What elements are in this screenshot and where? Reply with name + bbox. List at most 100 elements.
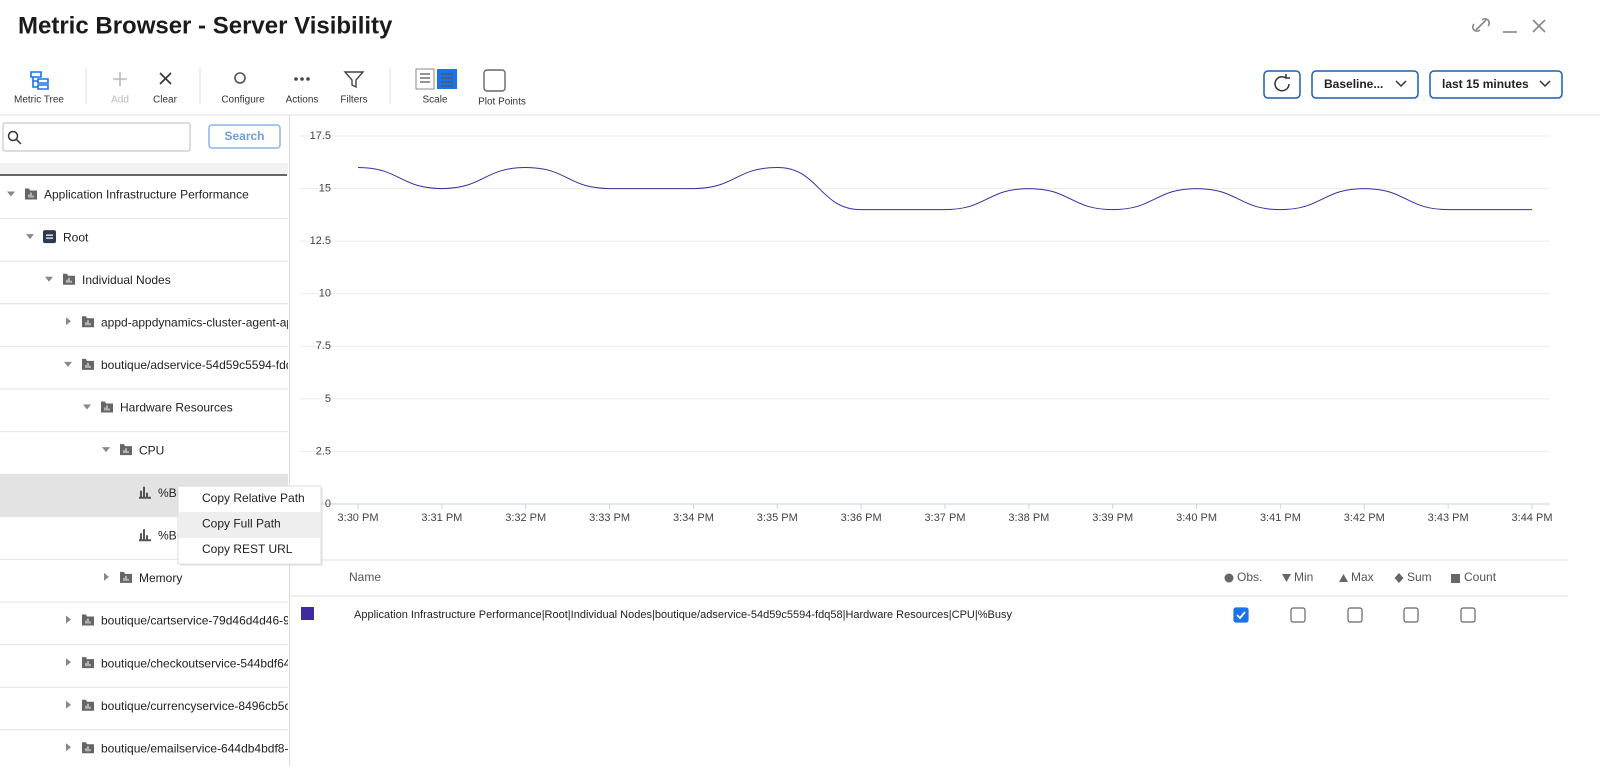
metric-icon <box>139 486 151 499</box>
checkbox[interactable] <box>1460 607 1476 623</box>
toolbar-label[interactable]: Scale <box>422 95 447 106</box>
menu-item[interactable]: Copy REST URL <box>202 542 293 556</box>
refresh-button[interactable] <box>1263 70 1301 99</box>
expand-arrow[interactable] <box>66 700 71 709</box>
tree-rows: Application Infrastructure Performance Ro… <box>0 188 300 755</box>
menu-item[interactable]: Copy Full Path <box>202 517 281 531</box>
menu-item[interactable]: Copy Relative Path <box>202 491 305 505</box>
tree-node-label[interactable]: boutique/checkoutservice-544bdf649 <box>101 656 297 670</box>
window-title: Metric Browser - Server Visibility <box>18 12 393 39</box>
root-icon <box>43 230 56 244</box>
folder-bars <box>123 575 129 581</box>
plot-points-icon[interactable] <box>483 69 506 92</box>
toolbar-label[interactable]: Actions <box>286 95 319 106</box>
context-menu: Copy Relative Path Copy Full Path Copy RES… <box>177 485 323 566</box>
expand-arrow[interactable] <box>26 234 34 240</box>
x-tick-label: 3:34 PM <box>673 512 714 524</box>
tree-node-label[interactable]: Hardware Resources <box>120 401 233 415</box>
clear-icon[interactable] <box>159 72 172 85</box>
folder-bars <box>85 362 91 368</box>
actions-icon[interactable] <box>294 77 310 81</box>
folder-bars <box>85 618 91 624</box>
x-tick-label: 3:41 PM <box>1260 512 1301 524</box>
search-input[interactable] <box>2 122 191 152</box>
checkbox[interactable] <box>1290 607 1306 623</box>
expand-arrow[interactable] <box>66 743 71 752</box>
y-tick-label: 5 <box>325 393 331 405</box>
sum-symbol <box>1394 573 1404 583</box>
close-icon[interactable] <box>1532 19 1546 33</box>
search-icon <box>15 138 22 145</box>
tree-node-label[interactable]: Root <box>63 230 89 244</box>
refresh-icon <box>1274 74 1290 92</box>
metric-tree-icon[interactable] <box>30 71 49 90</box>
x-tick-label: 3:42 PM <box>1344 512 1385 524</box>
table-header: Name <box>349 570 381 584</box>
tree-node-label[interactable]: boutique/cartservice-79d46d4d46-9b <box>101 614 297 628</box>
add-icon[interactable] <box>113 72 127 86</box>
series-line <box>357 167 1532 211</box>
search-icon <box>7 130 19 142</box>
toolbar-label[interactable]: Plot Points <box>478 97 526 108</box>
tree-node-label[interactable]: Application Infrastructure Performance <box>44 188 249 202</box>
tree-node-label[interactable]: boutique/emailservice-644db4bdf8-lc <box>101 741 297 755</box>
line-chart: 0 2.5 5 7.5 10 12.5 15 17.5 3:30 PM 3:31 PM 3:32 P… <box>300 130 1552 524</box>
metric-icon <box>139 529 151 542</box>
baseline-dropdown[interactable] <box>1311 70 1419 99</box>
filters-icon[interactable] <box>343 71 365 89</box>
expand-arrow[interactable] <box>64 361 72 367</box>
expand-arrow[interactable] <box>66 658 71 667</box>
chevron <box>1539 80 1551 88</box>
x-tick-label: 3:30 PM <box>338 512 379 524</box>
checkmark <box>1236 611 1246 620</box>
expand-arrow[interactable] <box>83 404 91 410</box>
x-tick-label: 3:36 PM <box>841 512 882 524</box>
toolbar-label[interactable]: Metric Tree <box>14 95 64 106</box>
x-tick-label: 3:35 PM <box>757 512 798 524</box>
tree-node-label[interactable]: Individual Nodes <box>82 273 171 287</box>
tree-node-label[interactable]: CPU <box>139 443 164 457</box>
toolbar-icons <box>30 68 506 92</box>
toolbar-label[interactable]: Configure <box>221 95 265 106</box>
search-button[interactable] <box>208 124 281 149</box>
tree-header <box>0 163 288 175</box>
series-name: Application Infrastructure Performance|R… <box>354 609 1012 621</box>
configure-icon[interactable] <box>234 72 246 84</box>
toolbar-label[interactable]: Clear <box>153 95 178 106</box>
folder-bars <box>104 405 110 411</box>
folder-bars <box>66 277 72 283</box>
expand-arrow[interactable] <box>66 317 71 326</box>
count-symbol <box>1451 574 1460 583</box>
checkbox[interactable] <box>1403 607 1419 623</box>
toolbar-label[interactable]: Filters <box>340 95 367 106</box>
y-tick-label: 2.5 <box>316 445 331 457</box>
y-tick-label: 10 <box>319 288 331 300</box>
obs-symbol <box>1224 573 1234 583</box>
toolbar-label[interactable]: Add <box>111 95 129 106</box>
checkbox[interactable] <box>1347 607 1363 623</box>
tree-node-label[interactable]: boutique/adservice-54d59c5594-fdq5 <box>101 358 299 372</box>
expand-arrow[interactable] <box>102 447 110 453</box>
folder-bars <box>123 448 129 454</box>
scale-icon[interactable] <box>415 68 435 90</box>
x-tick-label: 3:38 PM <box>1008 512 1049 524</box>
link-icon[interactable] <box>1471 17 1491 33</box>
x-tick-label: 3:33 PM <box>589 512 630 524</box>
tree-node-label[interactable]: Memory <box>139 571 182 585</box>
x-tick-label: 3:31 PM <box>421 512 462 524</box>
checkbox[interactable] <box>1233 607 1249 623</box>
expand-arrow[interactable] <box>66 615 71 624</box>
tree-node-label[interactable]: boutique/currencyservice-8496cb5c7 <box>101 699 297 713</box>
table-header: Obs. <box>1237 570 1262 584</box>
y-tick-label: 15 <box>319 182 331 194</box>
scale-lines <box>420 73 453 87</box>
expand-arrow[interactable] <box>45 276 53 282</box>
metric-tree: Application Infrastructure Performance Ro… <box>0 188 300 755</box>
expand-arrow[interactable] <box>104 572 109 581</box>
expand-arrow[interactable] <box>7 191 15 197</box>
x-tick-label: 3:39 PM <box>1092 512 1133 524</box>
time-range-dropdown[interactable] <box>1429 70 1563 99</box>
tree-node-label[interactable]: appd-appdynamics-cluster-agent-app <box>101 315 300 329</box>
table-header: Max <box>1351 570 1374 584</box>
series-swatch <box>301 607 314 620</box>
